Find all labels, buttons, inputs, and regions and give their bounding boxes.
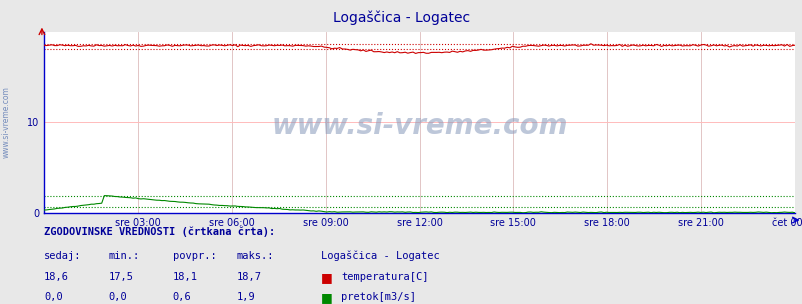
Text: ZGODOVINSKE VREDNOSTI (črtkana črta):: ZGODOVINSKE VREDNOSTI (črtkana črta): — [44, 226, 275, 237]
Text: 18,6: 18,6 — [44, 272, 69, 282]
Text: 0,0: 0,0 — [108, 292, 127, 302]
Text: temperatura[C]: temperatura[C] — [341, 272, 428, 282]
Text: min.:: min.: — [108, 251, 140, 261]
Text: 0,6: 0,6 — [172, 292, 191, 302]
Text: 17,5: 17,5 — [108, 272, 133, 282]
Text: ■: ■ — [321, 292, 333, 304]
Text: www.si-vreme.com: www.si-vreme.com — [271, 112, 567, 140]
Text: 0,0: 0,0 — [44, 292, 63, 302]
Text: Logaščica - Logatec: Logaščica - Logatec — [333, 11, 469, 25]
Text: 18,7: 18,7 — [237, 272, 261, 282]
Text: Logaščica - Logatec: Logaščica - Logatec — [321, 251, 439, 261]
Text: sedaj:: sedaj: — [44, 251, 82, 261]
Text: pretok[m3/s]: pretok[m3/s] — [341, 292, 415, 302]
Text: 1,9: 1,9 — [237, 292, 255, 302]
Text: maks.:: maks.: — [237, 251, 274, 261]
Text: www.si-vreme.com: www.si-vreme.com — [2, 86, 11, 157]
Text: 18,1: 18,1 — [172, 272, 197, 282]
Text: ■: ■ — [321, 271, 333, 284]
Text: povpr.:: povpr.: — [172, 251, 216, 261]
